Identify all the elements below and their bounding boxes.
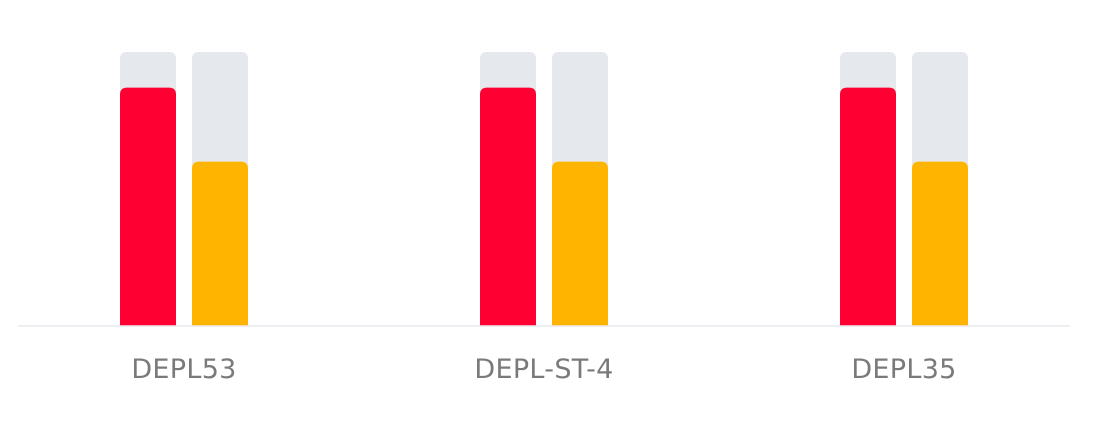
x-tick-label: DEPL53	[131, 354, 236, 385]
x-tick-label: DEPL-ST-4	[474, 354, 613, 385]
bar-yellow-depl-st-4[interactable]	[552, 161, 608, 326]
bar-yellow-depl35[interactable]	[912, 161, 968, 326]
x-axis-labels: DEPL53 DEPL-ST-4 DEPL35	[131, 354, 956, 385]
bar-red-depl-st-4[interactable]	[480, 87, 536, 327]
x-tick-label: DEPL35	[851, 354, 956, 385]
bar-red-depl53[interactable]	[120, 87, 176, 327]
bars	[120, 87, 968, 327]
bar-red-depl35[interactable]	[840, 87, 896, 327]
bar-yellow-depl53[interactable]	[192, 161, 248, 326]
